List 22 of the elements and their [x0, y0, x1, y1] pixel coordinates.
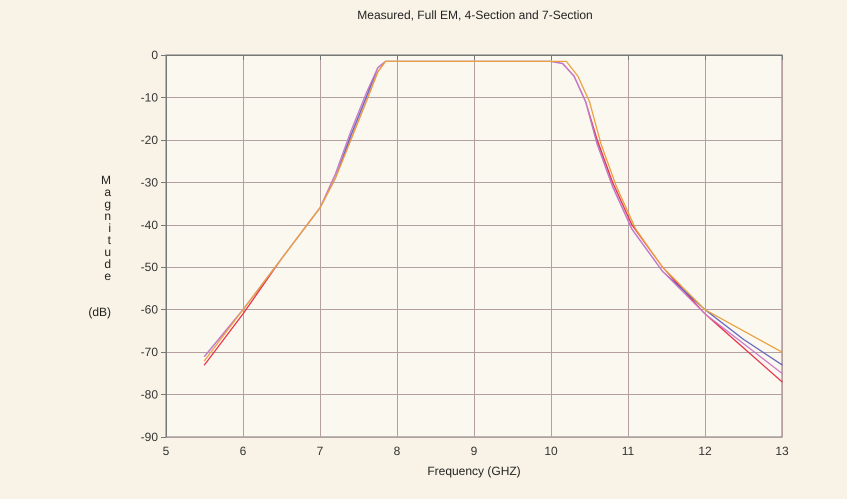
x-tick-label: 6	[240, 444, 247, 458]
x-tick-label: 10	[544, 444, 558, 458]
x-tick-label: 12	[698, 444, 712, 458]
y-tick-label: -30	[140, 175, 158, 190]
y-tick-label: -90	[140, 430, 158, 444]
y-tick-label: -50	[140, 260, 158, 274]
x-tick-label: 13	[775, 444, 789, 458]
chart-title: Measured, Full EM, 4-Section and 7-Section	[357, 8, 593, 22]
x-tick-label: 8	[394, 444, 401, 458]
x-tick-label: 7	[316, 444, 324, 458]
text: Magnitude (dB)	[88, 173, 111, 319]
y-tick-label: -80	[140, 388, 158, 402]
x-axis-title: Frequency (GHZ)	[427, 464, 521, 478]
y-tick-label: -60	[140, 302, 158, 317]
x-tick-label: 5	[162, 444, 170, 458]
x-tick-label: 11	[622, 444, 635, 458]
y-tick-label: -20	[140, 132, 158, 147]
y-tick-label: -40	[140, 218, 158, 232]
y-tick-label: -70	[140, 345, 158, 360]
y-tick-label: -10	[140, 90, 158, 104]
y-tick-label: 0	[151, 48, 158, 62]
x-tick-label: 9	[470, 444, 478, 458]
